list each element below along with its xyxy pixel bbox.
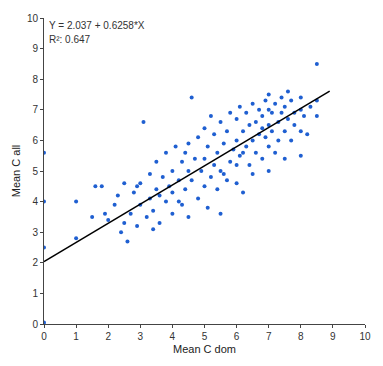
svg-text:1: 1 <box>73 331 79 342</box>
svg-text:5: 5 <box>32 166 38 177</box>
svg-text:Mean C dom: Mean C dom <box>173 343 236 355</box>
svg-text:4: 4 <box>170 331 176 342</box>
svg-text:Y = 2.037 + 0.6258*X: Y = 2.037 + 0.6258*X <box>49 20 145 31</box>
svg-text:0: 0 <box>41 331 47 342</box>
svg-text:7: 7 <box>266 331 272 342</box>
svg-text:4: 4 <box>32 196 38 207</box>
svg-text:8: 8 <box>298 331 304 342</box>
svg-text:7: 7 <box>32 104 38 115</box>
svg-text:10: 10 <box>27 13 39 24</box>
svg-text:3: 3 <box>138 331 144 342</box>
svg-text:R²: 0.647: R²: 0.647 <box>49 34 91 45</box>
svg-text:6: 6 <box>32 135 38 146</box>
svg-text:1: 1 <box>32 288 38 299</box>
svg-text:8: 8 <box>32 74 38 85</box>
svg-text:3: 3 <box>32 227 38 238</box>
svg-text:0: 0 <box>32 319 38 330</box>
svg-text:10: 10 <box>359 331 371 342</box>
svg-text:2: 2 <box>32 257 38 268</box>
svg-text:6: 6 <box>234 331 240 342</box>
svg-text:5: 5 <box>202 331 208 342</box>
svg-text:2: 2 <box>105 331 111 342</box>
svg-text:9: 9 <box>330 331 336 342</box>
svg-text:9: 9 <box>32 43 38 54</box>
svg-text:Mean C all: Mean C all <box>10 145 22 198</box>
